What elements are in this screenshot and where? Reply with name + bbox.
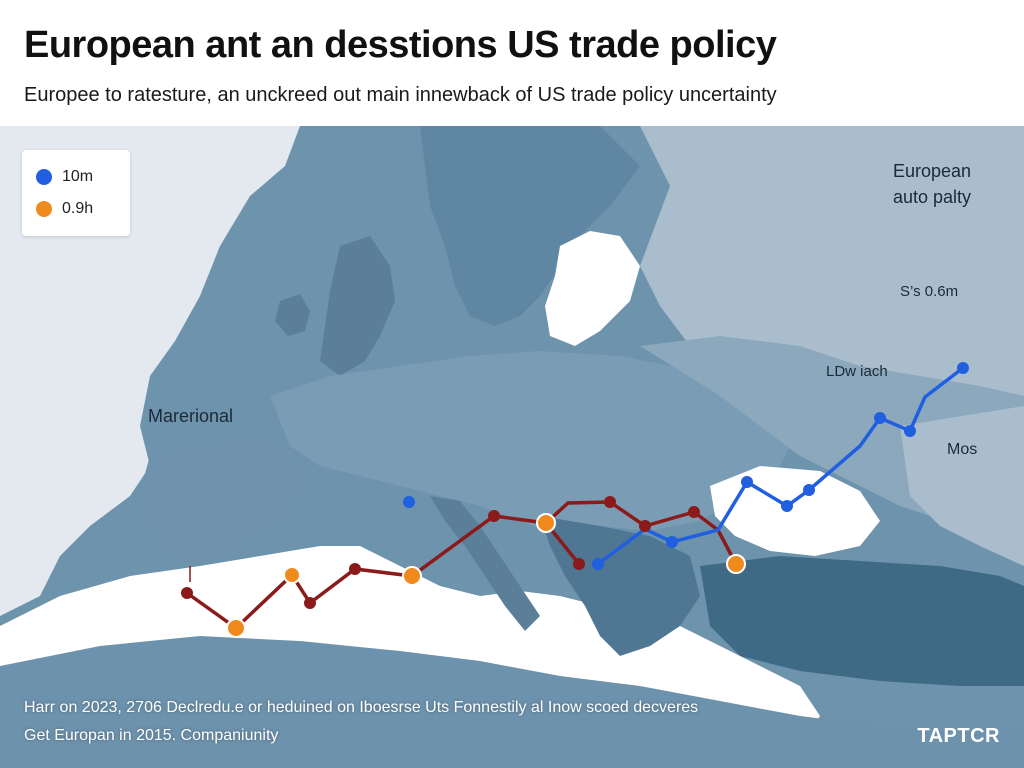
route-marker-blue [781,500,793,512]
footnote-line1: Harr on 2023, 2706 Declredu.e or heduine… [24,699,699,716]
landmass-iberia [140,436,310,566]
route-marker-blue [666,536,678,548]
route-marker-orange [226,618,246,638]
route-marker-red [688,506,700,518]
map-label-mos: Mos [947,441,978,458]
landmass-scandinavia [420,126,640,326]
landmass-turkey [700,556,1024,686]
map-label-european: European auto palty [893,158,971,210]
route-marker-red [349,563,361,575]
europe-map [0,126,1024,768]
route-marker-blue [592,558,604,570]
route-marker-orange [726,554,746,574]
black-sea [710,466,880,556]
route-marker-red [639,520,651,532]
filled-circle-icon [36,201,52,217]
route-marker-red [304,597,316,609]
route-marker-red [604,496,616,508]
route-marker-blue [904,425,916,437]
route-marker-blue [803,484,815,496]
landmass-iberia-africa [0,126,300,616]
page-title: European ant an desstions US trade polic… [24,24,777,66]
page-subtitle: Europee to ratesture, an unckreed out ma… [24,84,777,106]
map-label-european-line2: auto palty [893,187,972,207]
route-marker-red [181,587,193,599]
landmass-middle-east [900,406,1024,566]
map-legend: 10m 0.9h [22,150,130,236]
legend-item-blue: 10m [36,168,93,186]
route-marker-red [573,558,585,570]
landmass-central-europe [270,351,800,536]
landmass-balkans [540,516,700,656]
map-area[interactable] [0,126,1024,768]
map-label-marerional: Marerional [148,406,234,426]
map-label-value: S’s 0.6m [900,283,959,300]
legend-item-orange: 0.9h [36,200,93,218]
route-marker-orange [402,566,422,586]
map-label-european-line1: European [893,161,972,181]
route-marker-orange [283,566,301,584]
brand-logo: TAPTCR [917,725,1000,747]
legend-label: 0.9h [62,200,94,217]
route-marker-orange [536,513,556,533]
route-marker-blue [741,476,753,488]
footnote-line2: Get Europan in 2015. Companiunity [24,727,279,744]
legend-label: 10m [62,168,94,185]
baltic-sea [545,231,640,346]
landmass-italy [430,496,540,631]
route-marker-blue [957,362,969,374]
map-label-ldw: LDw iach [826,363,888,380]
route-marker-blue [874,412,886,424]
landmass-britain [320,236,395,376]
landmass-north-africa [0,636,1024,768]
route-marker-red [488,510,500,522]
filled-circle-icon [36,169,52,185]
landmass-ireland [275,294,310,336]
route-marker-blue [403,496,415,508]
